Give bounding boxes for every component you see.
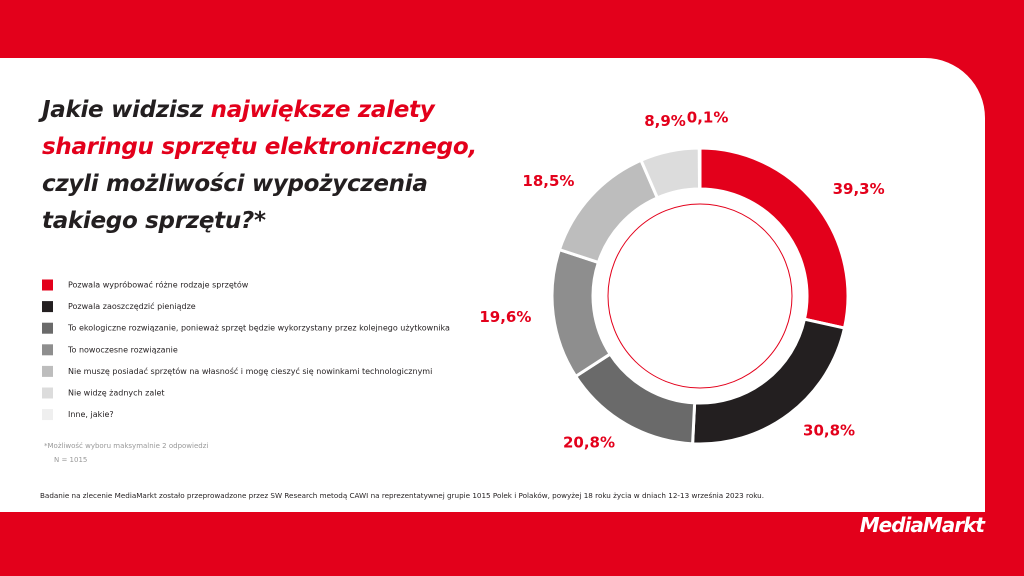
- value-label: 0,1%: [687, 109, 729, 127]
- logo: MediaMarkt: [859, 513, 985, 537]
- legend-swatch: [42, 387, 53, 399]
- title: Jakie widzisz największe zalety sharingu…: [42, 92, 477, 240]
- donut-segment: [698, 146, 850, 330]
- legend-label: Pozwala zaoszczędzić pieniądze: [68, 301, 196, 311]
- legend-swatch: [42, 365, 53, 377]
- value-label: 20,8%: [563, 434, 615, 452]
- value-label: 8,9%: [644, 112, 686, 130]
- legend-swatch: [42, 344, 53, 356]
- value-label: 30,8%: [803, 422, 855, 440]
- legend-swatch: [42, 279, 53, 291]
- legend-label: To nowoczesne rozwiązanie: [67, 345, 178, 354]
- title-line: takiego sprzętu?*: [42, 208, 266, 234]
- title-line: Jakie widzisz: [42, 97, 203, 123]
- source-note: Badanie na zlecenie MediaMarkt zostało p…: [40, 491, 765, 500]
- donut-segment: [550, 247, 613, 379]
- legend-label: Inne, jakie?: [68, 410, 114, 419]
- donut-segment: [573, 351, 697, 446]
- legend-label: Nie widzę żadnych zalet: [68, 389, 165, 398]
- inner-ring: [607, 203, 793, 389]
- value-label: 18,5%: [522, 172, 574, 190]
- donut-segment: [697, 146, 702, 191]
- legend-label: Pozwala wypróbować różne rodzaje sprzętó…: [68, 280, 249, 290]
- value-label: 19,6%: [479, 308, 531, 326]
- title-line: sharingu sprzętu elektronicznego,: [42, 134, 477, 160]
- footnote: *Możliwość wyboru maksymalnie 2 odpowied…: [44, 442, 209, 450]
- title-line: czyli możliwości wypożyczenia: [42, 171, 428, 197]
- legend-label: To ekologiczne rozwiązanie, ponieważ spr…: [67, 324, 450, 333]
- sample-size: N = 1015: [54, 456, 88, 464]
- value-label: 39,3%: [833, 180, 885, 198]
- legend-label: Nie muszę posiadać sprzętów na własność …: [68, 366, 432, 376]
- title-line: największe zalety: [210, 97, 435, 123]
- legend-swatch: [42, 409, 53, 421]
- legend-swatch: [42, 322, 53, 334]
- legend-swatch: [42, 301, 53, 313]
